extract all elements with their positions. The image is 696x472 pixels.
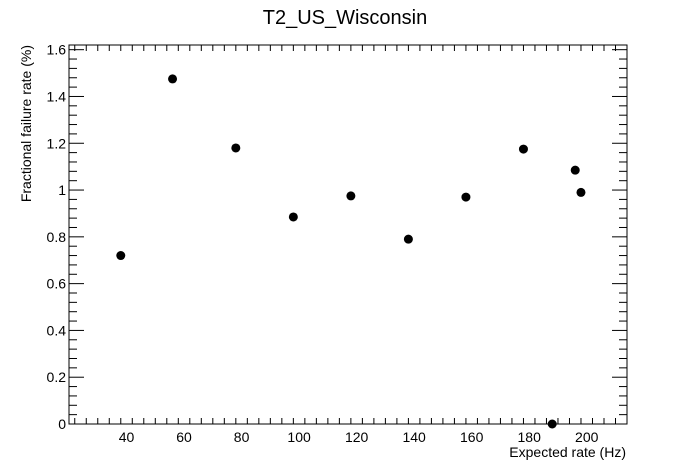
data-point xyxy=(288,212,298,222)
y-axis: 0 0.2 0.4 0.6 0.8 1 1.2 1.4 1.6 xyxy=(47,42,627,432)
x-tick-label: 100 xyxy=(287,429,311,445)
y-axis-label: Fractional failure rate (%) xyxy=(18,45,34,202)
data-points xyxy=(116,74,586,429)
data-point xyxy=(576,187,586,197)
data-point xyxy=(231,143,241,153)
data-point xyxy=(518,144,528,154)
y-tick-label: 0.4 xyxy=(47,322,67,338)
y-tick-label: 0.2 xyxy=(47,369,67,385)
data-point xyxy=(461,192,471,202)
x-tick-label: 40 xyxy=(119,429,135,445)
y-tick-label: 0.8 xyxy=(47,229,67,245)
data-point xyxy=(547,419,557,429)
y-tick-label: 0.6 xyxy=(47,276,67,292)
x-tick-label: 120 xyxy=(345,429,369,445)
data-point xyxy=(346,191,356,201)
y-tick-label: 0 xyxy=(58,416,66,432)
plot-frame xyxy=(68,44,628,425)
data-point xyxy=(168,74,178,84)
x-tick-label: 80 xyxy=(234,429,250,445)
data-point xyxy=(570,165,580,175)
data-point xyxy=(403,234,413,244)
x-tick-label: 180 xyxy=(518,429,542,445)
x-tick-label: 140 xyxy=(402,429,426,445)
x-axis: 40 60 80 100 120 140 160 180 200 xyxy=(74,45,628,445)
x-tick-label: 60 xyxy=(176,429,192,445)
y-tick-label: 1.4 xyxy=(47,88,67,104)
y-tick-label: 1 xyxy=(58,182,66,198)
y-tick-label: 1.6 xyxy=(47,42,67,58)
x-axis-label: Expected rate (Hz) xyxy=(509,444,626,460)
chart-title: T2_US_Wisconsin xyxy=(263,7,428,29)
y-tick-label: 1.2 xyxy=(47,135,67,151)
x-tick-label: 160 xyxy=(460,429,484,445)
x-tick-label: 200 xyxy=(575,429,599,445)
data-point xyxy=(116,251,126,261)
